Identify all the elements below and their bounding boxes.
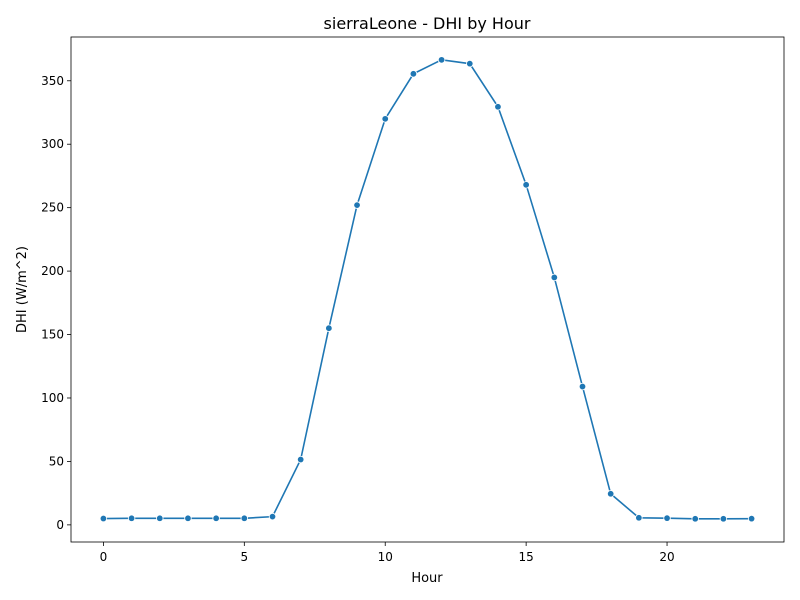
data-point (99, 514, 108, 523)
y-tick-label: 50 (49, 454, 64, 468)
data-point (747, 514, 756, 523)
data-point (296, 455, 305, 464)
data-point (127, 514, 136, 522)
chart-title: sierraLeone - DHI by Hour (324, 14, 531, 33)
x-tick-label: 10 (378, 550, 393, 564)
data-point (606, 490, 615, 498)
y-tick-label: 350 (41, 74, 64, 88)
y-tick-label: 100 (41, 391, 64, 405)
data-point (466, 59, 474, 68)
x-tick-label: 20 (659, 550, 674, 564)
x-tick-label: 15 (518, 550, 533, 564)
data-point (240, 514, 249, 522)
y-tick-label: 0 (56, 518, 64, 532)
x-tick-label: 5 (240, 550, 248, 564)
data-point (691, 515, 699, 523)
data-point (409, 70, 418, 78)
data-point (494, 103, 502, 111)
data-point (268, 512, 277, 521)
y-tick-label: 200 (41, 264, 64, 278)
data-point (156, 514, 164, 522)
series-line (103, 59, 752, 520)
data-point (381, 115, 389, 123)
data-point (437, 56, 446, 64)
y-axis-label: DHI (W/m^2) (15, 246, 30, 333)
data-point (184, 514, 192, 522)
plot-frame (70, 36, 785, 543)
data-point (522, 181, 530, 189)
data-point (550, 273, 559, 282)
data-point (353, 201, 361, 209)
y-tick-label: 250 (41, 201, 64, 215)
data-point (578, 382, 587, 391)
data-point (663, 514, 671, 522)
x-axis-label: Hour (411, 571, 443, 586)
y-tick-label: 150 (41, 328, 64, 342)
data-point (719, 515, 728, 523)
y-tick-label: 300 (41, 137, 64, 151)
x-tick-label: 0 (100, 550, 108, 564)
data-point (212, 514, 220, 522)
data-point (635, 514, 643, 522)
data-point (325, 324, 333, 332)
